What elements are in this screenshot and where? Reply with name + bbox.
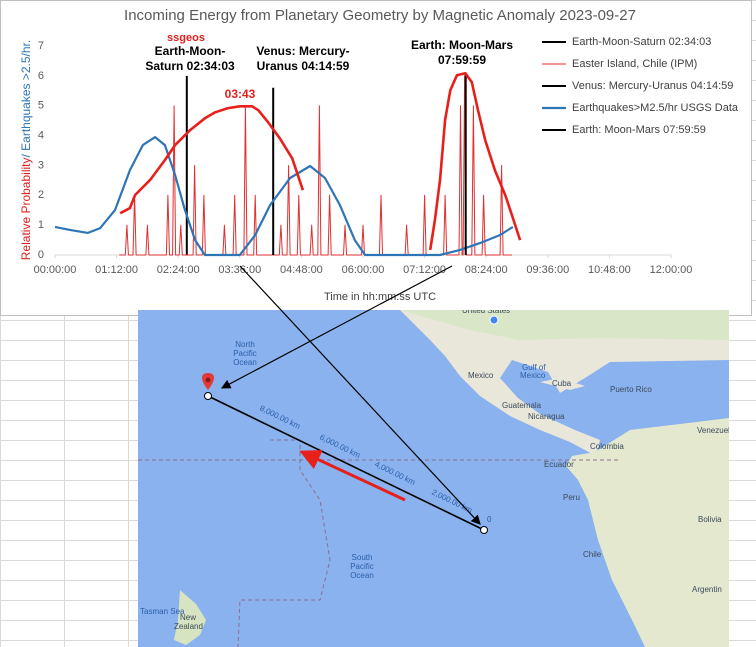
x-tick-label: 09:36:00 bbox=[526, 264, 569, 276]
legend-label: Venus: Mercury-Uranus 04:14:59 bbox=[572, 80, 733, 92]
ocean-label: Pacific bbox=[350, 562, 374, 571]
red-arrow bbox=[299, 450, 406, 502]
map: 8,000.00 km 6,000.00 km 4,000.00 km 2,00… bbox=[138, 306, 730, 647]
land bbox=[174, 590, 206, 645]
x-tick-label: 08:24:00 bbox=[465, 264, 508, 276]
y-tick-label: 2 bbox=[38, 189, 44, 201]
y-label-part: Relative Probability bbox=[19, 158, 33, 261]
chart-title: Incoming Energy from Planetary Geometry … bbox=[124, 7, 636, 24]
measure-line bbox=[207, 395, 485, 531]
ocean-label: Pacific bbox=[233, 349, 257, 358]
place-label: Argentin bbox=[692, 585, 722, 594]
x-tick-label: 02:24:00 bbox=[157, 264, 200, 276]
place-label: Mexico bbox=[468, 371, 494, 380]
land bbox=[400, 310, 729, 340]
ocean-label: Ocean bbox=[350, 571, 374, 580]
series-line bbox=[119, 75, 512, 256]
place-label: Mexico bbox=[520, 371, 546, 380]
x-tick-label: 07:12:00 bbox=[403, 264, 446, 276]
location-dot bbox=[489, 315, 499, 325]
annotation: Uranus 04:14:59 bbox=[257, 59, 350, 73]
y-tick-label: 5 bbox=[38, 100, 44, 112]
legend-label: Easter Island, Chile (IPM) bbox=[572, 58, 697, 70]
place-label: Tasman Sea bbox=[140, 607, 185, 616]
x-tick-label: 03:36:00 bbox=[218, 264, 261, 276]
distance-label: 0 bbox=[487, 515, 492, 524]
legend-label: Earthquakes>M2.5/hr USGS Data bbox=[572, 102, 739, 114]
pin-dot bbox=[205, 377, 211, 383]
x-tick-label: 00:00:00 bbox=[34, 264, 77, 276]
place-label: Zealand bbox=[174, 622, 203, 631]
y-label-part: / Earthquakes >2.5/hr. bbox=[19, 40, 33, 158]
annotation: 07:59:59 bbox=[438, 53, 486, 67]
x-tick-label: 10:48:00 bbox=[588, 264, 631, 276]
place-label: Nicaragua bbox=[528, 412, 565, 421]
ocean-label: South bbox=[352, 553, 373, 562]
ocean-label: North bbox=[235, 340, 255, 349]
land bbox=[566, 418, 729, 647]
place-label: United States bbox=[462, 306, 510, 315]
place-label: Venezuel bbox=[697, 426, 730, 435]
x-tick-label: 01:12:00 bbox=[95, 264, 138, 276]
series-line bbox=[119, 71, 522, 251]
place-label: Puerto Rico bbox=[610, 385, 652, 394]
land bbox=[540, 378, 585, 390]
y-tick-label: 0 bbox=[38, 249, 44, 261]
place-label: New bbox=[180, 613, 196, 622]
annotation: Earth-Moon- bbox=[155, 44, 226, 58]
y-tick-label: 3 bbox=[38, 159, 44, 171]
place-label: Chile bbox=[583, 550, 602, 559]
annotation: 03:43 bbox=[225, 87, 256, 101]
x-axis-label: Time in hh:mm:ss UTC bbox=[324, 291, 436, 303]
x-tick-label: 12:00:00 bbox=[650, 264, 693, 276]
annotation: Earth: Moon-Mars bbox=[411, 38, 513, 52]
annotation: Venus: Mercury- bbox=[256, 44, 349, 58]
y-axis-label: Relative Probability/ Earthquakes >2.5/h… bbox=[19, 40, 33, 260]
place-label: Gulf of bbox=[522, 363, 546, 372]
place-label: Peru bbox=[563, 493, 580, 502]
ocean-label: Ocean bbox=[233, 358, 257, 367]
x-tick-label: 04:48:00 bbox=[280, 264, 323, 276]
legend-label: Earth-Moon-Saturn 02:34:03 bbox=[572, 36, 711, 48]
place-label: Bolivia bbox=[698, 515, 722, 524]
boundary bbox=[138, 439, 620, 647]
series-line bbox=[54, 136, 514, 257]
y-tick-label: 1 bbox=[38, 219, 44, 231]
place-label: Colombia bbox=[590, 442, 624, 451]
chart: Incoming Energy from Planetary Geometry … bbox=[0, 0, 752, 316]
place-label: Ecuador bbox=[544, 460, 574, 469]
place-label: Guatemala bbox=[502, 401, 542, 410]
legend-label: Earth: Moon-Mars 07:59:59 bbox=[572, 124, 706, 136]
chart-area bbox=[0, 0, 752, 316]
connector-arrow bbox=[239, 265, 481, 525]
connector-arrow bbox=[220, 265, 453, 389]
y-tick-label: 4 bbox=[38, 129, 44, 141]
measure-end bbox=[204, 392, 212, 400]
measure-end bbox=[480, 526, 488, 534]
annotation: Saturn 02:34:03 bbox=[145, 59, 235, 73]
annotation: ssgeos bbox=[167, 32, 205, 44]
y-tick-label: 6 bbox=[38, 70, 44, 82]
place-label: Cuba bbox=[552, 379, 572, 388]
y-tick-label: 7 bbox=[38, 40, 44, 52]
x-tick-label: 06:00:00 bbox=[342, 264, 385, 276]
